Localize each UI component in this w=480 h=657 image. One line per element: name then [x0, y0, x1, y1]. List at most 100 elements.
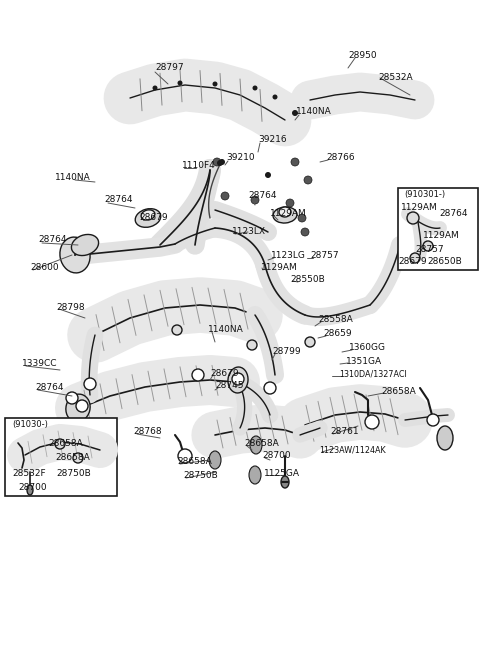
Circle shape — [66, 392, 78, 404]
Text: 1129AM: 1129AM — [423, 231, 460, 240]
Circle shape — [172, 325, 182, 335]
Circle shape — [291, 158, 299, 166]
Text: 1123AW/1124AK: 1123AW/1124AK — [319, 445, 385, 455]
Circle shape — [217, 160, 223, 166]
Text: 1140NA: 1140NA — [208, 325, 244, 334]
Circle shape — [365, 415, 379, 429]
Circle shape — [427, 414, 439, 426]
Text: 1360GG: 1360GG — [349, 344, 386, 353]
Text: 28658A: 28658A — [244, 440, 279, 449]
Text: 1339CC: 1339CC — [22, 359, 58, 369]
Text: (910301-): (910301-) — [404, 189, 445, 198]
Text: 28764: 28764 — [38, 235, 67, 244]
Text: 28658A: 28658A — [55, 453, 90, 463]
Text: 28764: 28764 — [439, 210, 468, 219]
Text: 28558A: 28558A — [318, 315, 353, 325]
Ellipse shape — [135, 209, 161, 227]
Circle shape — [298, 214, 306, 222]
Bar — [398, 188, 478, 270]
Text: 28600: 28600 — [30, 263, 59, 273]
Text: 28658A: 28658A — [381, 386, 416, 396]
Text: 28768: 28768 — [133, 428, 162, 436]
Ellipse shape — [141, 210, 155, 220]
Circle shape — [273, 95, 277, 99]
Text: 28679: 28679 — [398, 256, 427, 265]
Text: 1140NA: 1140NA — [296, 108, 332, 116]
Circle shape — [76, 400, 88, 412]
Circle shape — [192, 369, 204, 381]
Text: 1123LG: 1123LG — [271, 252, 306, 260]
Text: 28650B: 28650B — [427, 256, 462, 265]
Circle shape — [232, 373, 244, 385]
Ellipse shape — [228, 367, 248, 393]
Text: 1125GA: 1125GA — [264, 468, 300, 478]
Text: 28532A: 28532A — [378, 74, 413, 83]
Circle shape — [305, 337, 315, 347]
Text: 1129AM: 1129AM — [401, 202, 438, 212]
Circle shape — [304, 176, 312, 184]
Text: 28764: 28764 — [104, 196, 132, 204]
Text: 28745: 28745 — [215, 382, 243, 390]
Circle shape — [301, 228, 309, 236]
Circle shape — [213, 158, 221, 166]
Text: 39216: 39216 — [258, 135, 287, 145]
Bar — [5, 418, 117, 496]
Circle shape — [423, 241, 433, 251]
Text: 28550B: 28550B — [290, 275, 325, 284]
Text: 28799: 28799 — [272, 348, 300, 357]
Ellipse shape — [209, 451, 221, 469]
Text: 1310DA/1327ACl: 1310DA/1327ACl — [339, 369, 407, 378]
Text: 1110F4: 1110F4 — [182, 162, 216, 171]
Ellipse shape — [60, 237, 90, 273]
Text: 1123LX: 1123LX — [232, 227, 266, 237]
Ellipse shape — [437, 426, 453, 450]
Ellipse shape — [279, 207, 291, 217]
Text: 28700: 28700 — [18, 484, 47, 493]
Circle shape — [84, 378, 96, 390]
Text: 1129AM: 1129AM — [261, 263, 298, 273]
Text: 28764: 28764 — [35, 384, 63, 392]
Circle shape — [265, 172, 271, 178]
Circle shape — [221, 192, 229, 200]
Circle shape — [407, 212, 419, 224]
Ellipse shape — [27, 485, 33, 495]
Circle shape — [264, 382, 276, 394]
Text: 28532F: 28532F — [12, 470, 46, 478]
Ellipse shape — [273, 207, 297, 223]
Text: 28798: 28798 — [56, 302, 84, 311]
Circle shape — [153, 85, 157, 91]
Circle shape — [219, 159, 225, 165]
Text: 28950: 28950 — [348, 51, 377, 60]
Text: 28750B: 28750B — [56, 470, 91, 478]
Circle shape — [178, 449, 192, 463]
Text: 28658A: 28658A — [48, 438, 83, 447]
Circle shape — [251, 196, 259, 204]
Text: 28750B: 28750B — [183, 472, 218, 480]
Text: 28757: 28757 — [415, 244, 444, 254]
Circle shape — [247, 340, 257, 350]
Text: 28679: 28679 — [210, 369, 239, 378]
Circle shape — [213, 81, 217, 87]
Ellipse shape — [281, 476, 289, 488]
Ellipse shape — [72, 235, 98, 256]
Circle shape — [55, 439, 65, 449]
Ellipse shape — [66, 394, 90, 422]
Text: 28658A: 28658A — [177, 457, 212, 466]
Circle shape — [73, 453, 83, 463]
Text: 28679: 28679 — [139, 214, 168, 223]
Text: (91030-): (91030-) — [12, 420, 48, 428]
Circle shape — [252, 85, 257, 91]
Circle shape — [292, 110, 298, 116]
Text: 1351GA: 1351GA — [346, 357, 382, 365]
Text: 28757: 28757 — [310, 252, 338, 260]
Circle shape — [286, 199, 294, 207]
Text: 28797: 28797 — [155, 64, 184, 72]
Text: 28764: 28764 — [248, 191, 276, 200]
Circle shape — [178, 81, 182, 85]
Text: 28766: 28766 — [326, 152, 355, 162]
Text: 1129AM: 1129AM — [270, 208, 307, 217]
Circle shape — [410, 253, 420, 263]
Text: 39210: 39210 — [226, 154, 254, 162]
Ellipse shape — [249, 466, 261, 484]
Text: 28761: 28761 — [330, 428, 359, 436]
